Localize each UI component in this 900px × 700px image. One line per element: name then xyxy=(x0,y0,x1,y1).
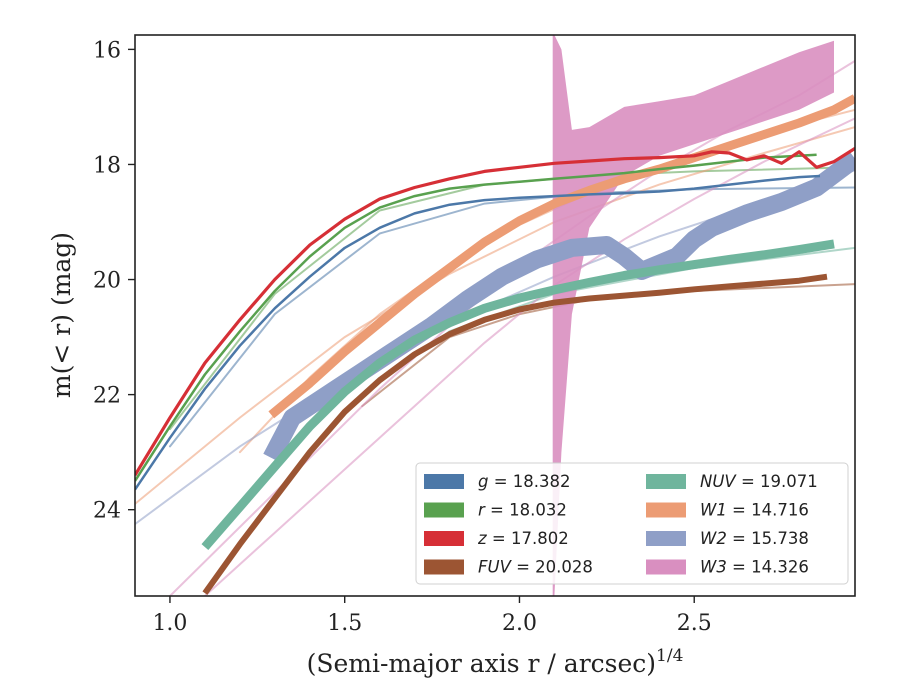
series-line xyxy=(202,273,828,595)
legend-swatch xyxy=(424,531,464,546)
x-tick-label: 1.5 xyxy=(327,611,362,636)
legend-label: r = 18.032 xyxy=(478,501,567,520)
series-line xyxy=(268,94,855,419)
legend-label: FUV = 20.028 xyxy=(478,558,593,577)
y-axis-label: m(< r) (mag) xyxy=(47,232,76,398)
legend-swatch xyxy=(424,502,464,518)
legend-label: W2 = 15.738 xyxy=(700,529,809,548)
series-line xyxy=(135,174,821,491)
legend-label: NUV = 19.071 xyxy=(700,472,818,491)
y-tick-label: 24 xyxy=(93,499,121,524)
legend-label: W3 = 14.326 xyxy=(700,558,809,577)
x-axis-label-exponent: 1/4 xyxy=(656,646,683,666)
series-line xyxy=(135,147,855,477)
y-tick-label: 22 xyxy=(93,384,121,409)
y-tick-label: 20 xyxy=(93,269,121,294)
legend-swatch xyxy=(424,474,464,489)
legend-swatch xyxy=(424,559,464,575)
x-tick-label: 2.0 xyxy=(502,611,537,636)
legend-label-var: NUV xyxy=(700,472,737,491)
y-tick-label: 18 xyxy=(93,153,121,178)
legend-label-value: = 20.028 xyxy=(511,558,593,577)
legend-label-value: = 15.738 xyxy=(727,529,809,548)
legend-label-var: g xyxy=(478,472,488,491)
model-curve xyxy=(203,117,855,596)
legend-label-var: FUV xyxy=(478,558,513,577)
legend-swatch xyxy=(646,502,686,518)
legend-label: z = 17.802 xyxy=(477,529,569,548)
x-tick-label: 2.5 xyxy=(677,611,712,636)
legend-label-value: = 18.382 xyxy=(488,472,570,491)
legend-label-var: W1 xyxy=(700,501,727,520)
x-axis-label-text: (Semi-major axis r / arcsec) xyxy=(307,649,656,678)
series-line xyxy=(135,153,817,482)
legend-label-value: = 18.032 xyxy=(485,501,567,520)
legend-label-value: = 14.326 xyxy=(727,558,809,577)
x-tick-label: 1.0 xyxy=(152,611,187,636)
legend-label-value: = 14.716 xyxy=(727,501,809,520)
legend-label-var: z xyxy=(477,529,487,548)
legend-label: W1 = 14.716 xyxy=(700,501,809,520)
legend-label-value: = 17.802 xyxy=(487,529,569,548)
legend-label: g = 18.382 xyxy=(478,472,571,491)
x-axis-label: (Semi-major axis r / arcsec)1/4 xyxy=(307,646,684,678)
series-line xyxy=(201,239,835,551)
plot-frame xyxy=(134,34,856,597)
y-tick-label: 16 xyxy=(93,38,121,63)
legend-swatch xyxy=(646,559,686,575)
data-series xyxy=(135,35,855,596)
x-axis: 1.0 1.5 2.0 2.5 xyxy=(152,596,712,636)
y-axis: 16 18 20 22 24 xyxy=(93,38,135,524)
legend-swatch xyxy=(646,474,686,489)
legend-box xyxy=(415,462,849,585)
legend-label-var: r xyxy=(478,501,486,520)
legend-label-var: W2 xyxy=(700,529,727,548)
legend-label-var: W3 xyxy=(700,558,727,577)
legend-swatch xyxy=(646,531,686,546)
legend-label-value: = 19.071 xyxy=(736,472,818,491)
